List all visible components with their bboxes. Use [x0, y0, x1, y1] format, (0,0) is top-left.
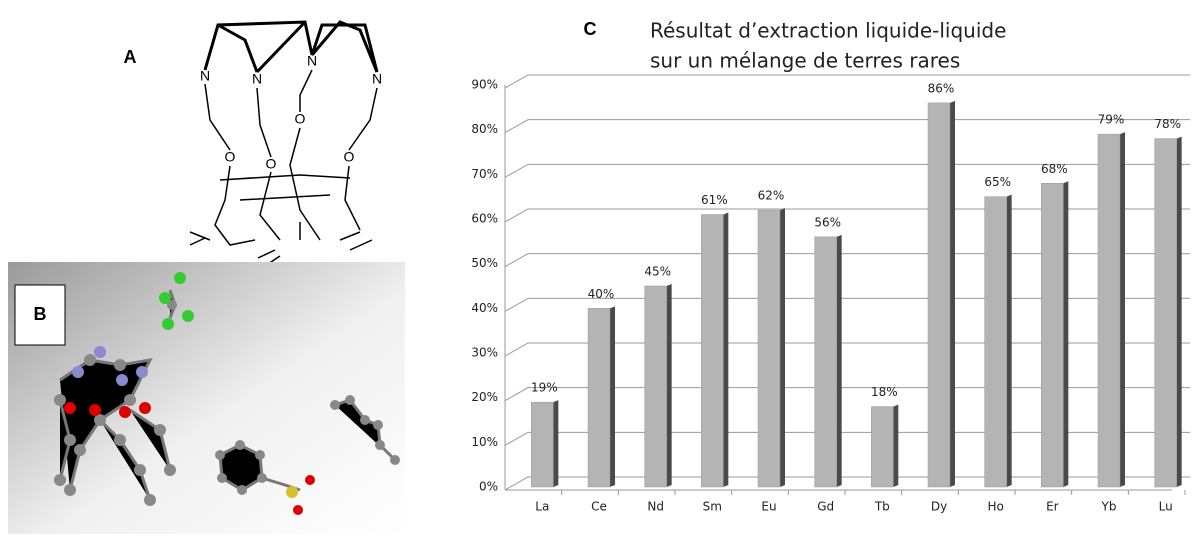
x-tick-label: Ho: [987, 500, 1003, 514]
panel-label: B: [34, 304, 47, 324]
x-tick-label: Lu: [1159, 500, 1173, 514]
y-tick-label: 30%: [471, 346, 498, 360]
value-label: 19%: [531, 381, 558, 395]
value-label: 45%: [644, 265, 671, 279]
atom: O: [295, 111, 306, 127]
figure: A N N N N O O O O B: [0, 0, 1197, 534]
bar: [815, 237, 837, 487]
atom: O: [344, 149, 355, 165]
value-label: 40%: [588, 287, 615, 301]
atom: O: [225, 149, 236, 165]
x-tick-label: La: [535, 500, 549, 514]
x-tick-label: Nd: [647, 500, 664, 514]
bar-side: [723, 213, 728, 487]
value-label: 65%: [984, 175, 1011, 189]
bar: [701, 215, 723, 487]
bar: [531, 402, 553, 487]
atom: N: [200, 68, 210, 84]
grid-line: [505, 120, 1190, 133]
atom: N: [252, 71, 262, 87]
bar-side: [667, 284, 672, 487]
x-tick-label: Er: [1046, 500, 1059, 514]
bar-side: [1007, 195, 1012, 487]
bar: [1041, 183, 1063, 487]
bar-side: [610, 306, 615, 487]
grid-line: [505, 254, 1190, 267]
y-tick-label: 70%: [471, 167, 498, 181]
y-tick-label: 90%: [471, 78, 498, 92]
bar-side: [780, 208, 785, 487]
bar-side: [950, 101, 955, 487]
y-tick-label: 20%: [471, 390, 498, 404]
value-label: 79%: [1098, 113, 1125, 127]
y-tick-label: 60%: [471, 212, 498, 226]
atom: N: [372, 71, 382, 87]
value-label: 62%: [758, 189, 785, 203]
panel-label: C: [584, 19, 597, 39]
value-label: 18%: [871, 385, 898, 399]
chart-title: Résultat d’extraction liquide-liquide: [650, 19, 1006, 43]
bar: [928, 103, 950, 487]
bar-side: [893, 405, 898, 487]
bar: [871, 407, 893, 487]
x-tick-label: Eu: [761, 500, 776, 514]
x-tick-label: Yb: [1101, 500, 1117, 514]
panel-label: A: [124, 47, 137, 67]
x-tick-label: Ce: [591, 500, 607, 514]
bar-side: [553, 400, 558, 487]
bar-side: [837, 235, 842, 487]
value-label: 61%: [701, 193, 728, 207]
y-tick-label: 40%: [471, 301, 498, 315]
x-tick-label: Sm: [703, 500, 722, 514]
bar-side: [1120, 132, 1125, 487]
grid-line: [505, 209, 1190, 222]
value-label: 68%: [1041, 162, 1068, 176]
structure-a: [190, 22, 377, 268]
chart-title: sur un mélange de terres rares: [650, 49, 960, 73]
y-tick-label: 50%: [471, 256, 498, 270]
bar: [645, 286, 667, 487]
bar-side: [1063, 181, 1068, 487]
grid-line: [505, 164, 1190, 177]
y-tick-label: 10%: [471, 435, 498, 449]
x-tick-label: Gd: [817, 500, 834, 514]
y-tick-label: 0%: [479, 480, 498, 494]
value-label: 86%: [928, 81, 955, 95]
bar-side: [1177, 137, 1182, 487]
x-tick-label: Tb: [874, 500, 890, 514]
grid-line: [505, 75, 1190, 88]
bar: [588, 308, 610, 487]
atom: O: [266, 156, 277, 172]
y-tick-label: 80%: [471, 122, 498, 136]
bar: [985, 197, 1007, 487]
value-label: 78%: [1154, 117, 1181, 131]
value-label: 56%: [814, 215, 841, 229]
bar: [1098, 134, 1120, 487]
x-tick-label: Dy: [931, 500, 947, 514]
atom: N: [307, 53, 317, 69]
bar: [758, 210, 780, 487]
bar: [1155, 139, 1177, 487]
